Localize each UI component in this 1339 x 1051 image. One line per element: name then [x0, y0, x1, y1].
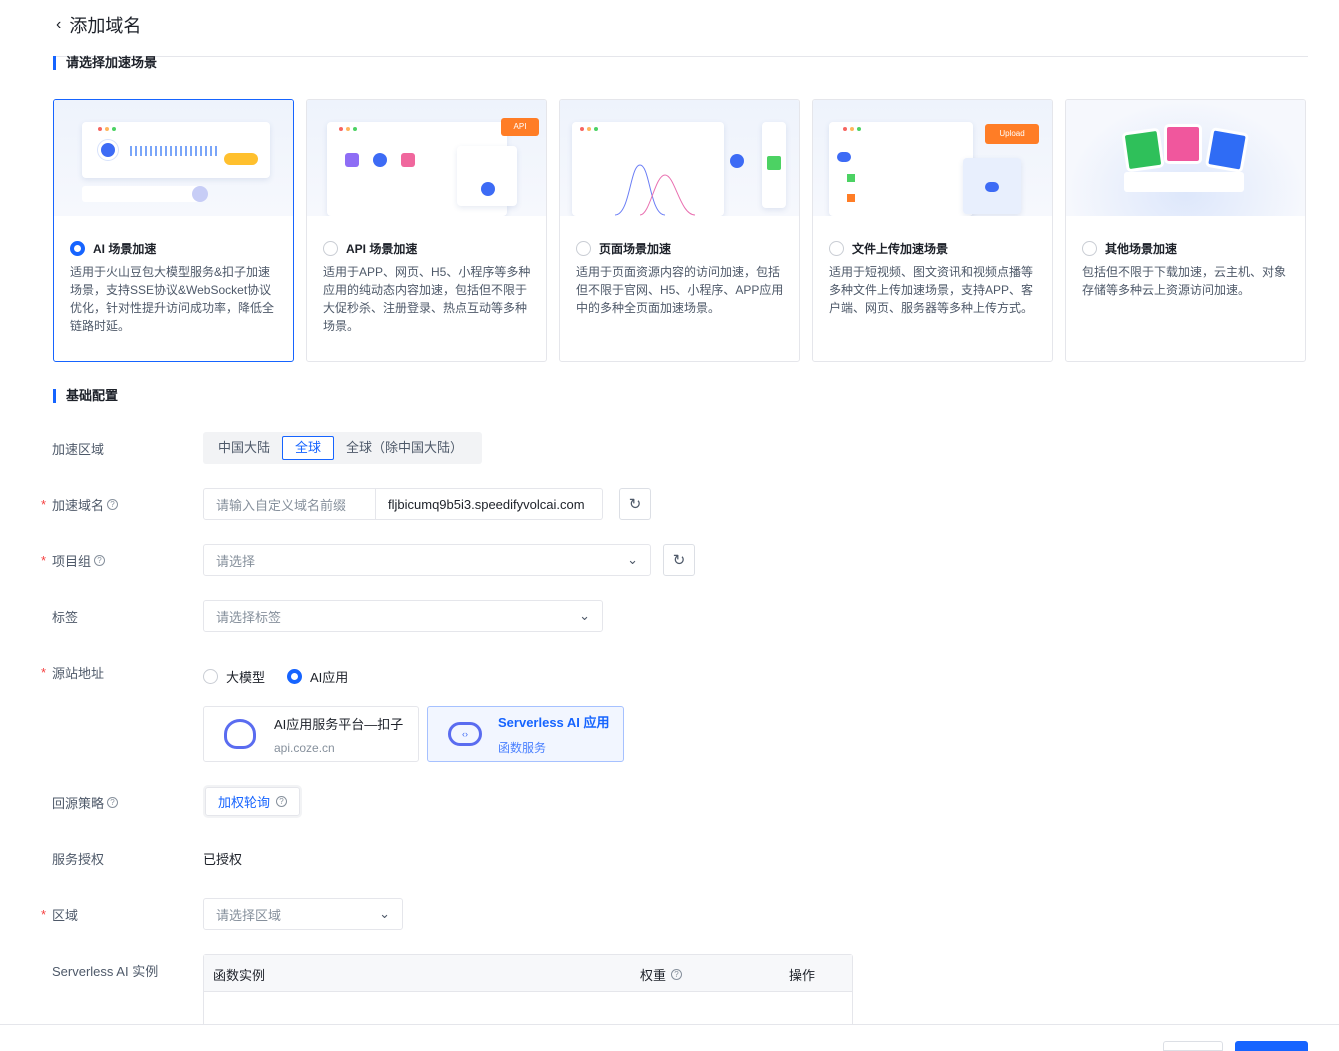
source-card-coze[interactable]: AI应用服务平台—扣子 api.coze.cn: [203, 706, 419, 762]
divider: [53, 56, 1308, 57]
source-sub: 函数服务: [498, 741, 547, 755]
column-header: 函数实例: [213, 968, 266, 983]
chevron-left-icon[interactable]: ‹: [56, 16, 62, 33]
page-header: ‹ 添加域名: [56, 12, 141, 38]
help-icon[interactable]: ?: [107, 797, 119, 808]
ai-scene-illustration: [54, 100, 293, 216]
radio[interactable]: [323, 241, 338, 256]
scene-title: AI 场景加速: [93, 242, 157, 256]
radio[interactable]: [1082, 241, 1097, 256]
origin-radio-ai-app[interactable]: [287, 669, 303, 684]
origin-radio-llm[interactable]: [203, 669, 218, 684]
instances-table: 函数实例 权重? 操作: [203, 954, 853, 1034]
scene-desc: 包括但不限于下载加速，云主机、对象存储等多种云上资源访问加速。: [1082, 265, 1287, 297]
cloud-code-icon: ‹›: [448, 722, 482, 746]
source-sub: api.coze.cn: [274, 740, 335, 755]
section-title-scene: 请选择加速场景: [53, 56, 157, 70]
scene-card-api[interactable]: API API 场景加速 适用于APP、网页、H5、小程序等多种应用的纯动态内容…: [306, 99, 547, 362]
radio[interactable]: [576, 241, 591, 256]
other-scene-illustration: [1066, 100, 1305, 216]
scene-desc: 适用于火山豆包大模型服务&扣子加速场景，支持SSE协议&WebSocket协议优…: [70, 265, 275, 333]
origin-option-label: 大模型: [226, 670, 266, 685]
help-icon[interactable]: ?: [671, 969, 683, 980]
refresh-icon[interactable]: ↻: [663, 544, 695, 576]
chevron-down-icon: ⌄: [379, 906, 390, 921]
scene-title: 其他场景加速: [1105, 242, 1178, 256]
refresh-icon[interactable]: ↻: [619, 488, 651, 520]
column-header: 操作: [789, 968, 816, 983]
zone-placeholder: 请选择区域: [216, 907, 282, 923]
scene-desc: 适用于短视频、图文资讯和视频点播等多种文件上传加速场景，支持APP、客户端、网页…: [829, 265, 1034, 315]
column-header: 权重: [640, 968, 667, 983]
policy-value: 加权轮询: [218, 795, 271, 810]
instances-label: Serverless AI 实例: [52, 964, 159, 979]
source-title: Serverless AI 应用: [498, 715, 610, 730]
scene-card-page[interactable]: 页面场景加速 适用于页面资源内容的访问加速，包括但不限于官网、H5、小程序、AP…: [559, 99, 800, 362]
upload-scene-illustration: Upload: [813, 100, 1052, 216]
tags-select[interactable]: 请选择标签 ⌄: [203, 600, 603, 632]
scene-desc: 适用于页面资源内容的访问加速，包括但不限于官网、H5、小程序、APP应用中的多种…: [576, 265, 784, 315]
project-label: 项目组: [52, 554, 92, 569]
cancel-button[interactable]: [1163, 1041, 1223, 1051]
domain-suffix: fljbicumq9b5i3.speedifyvolcai.com: [376, 488, 603, 520]
scene-card-ai[interactable]: AI 场景加速 适用于火山豆包大模型服务&扣子加速场景，支持SSE协议&WebS…: [53, 99, 294, 362]
origin-option-label: AI应用: [310, 670, 349, 685]
page-scene-illustration: [560, 100, 799, 216]
source-card-serverless[interactable]: ‹› Serverless AI 应用 函数服务: [427, 706, 624, 762]
tags-placeholder: 请选择标签: [216, 609, 282, 625]
chevron-down-icon: ⌄: [627, 552, 638, 567]
coze-ghost-icon: [224, 719, 256, 749]
auth-status: 已授权: [203, 852, 243, 867]
scene-title: API 场景加速: [346, 242, 418, 256]
origin-label: 源站地址: [52, 666, 105, 681]
region-label: 加速区域: [52, 442, 105, 457]
tags-label: 标签: [52, 610, 79, 625]
source-title: AI应用服务平台—扣子: [274, 716, 404, 732]
upload-badge: Upload: [985, 124, 1039, 144]
region-segmented[interactable]: 中国大陆 全球 全球（除中国大陆）: [203, 432, 482, 464]
auth-label: 服务授权: [52, 852, 105, 867]
scene-title: 文件上传加速场景: [852, 242, 949, 256]
zone-label: 区域: [52, 908, 79, 923]
region-option-global[interactable]: 全球: [282, 436, 335, 460]
region-option-china[interactable]: 中国大陆: [218, 440, 271, 455]
zone-select[interactable]: 请选择区域 ⌄: [203, 898, 403, 930]
page-title: 添加域名: [69, 16, 142, 36]
policy-label: 回源策略: [52, 796, 105, 811]
domain-prefix-input[interactable]: 请输入自定义域名前缀: [203, 488, 376, 520]
scene-title: 页面场景加速: [599, 242, 672, 256]
scene-desc: 适用于APP、网页、H5、小程序等多种应用的纯动态内容加速，包括但不限于大促秒杀…: [323, 265, 531, 333]
project-select[interactable]: 请选择 ⌄: [203, 544, 651, 576]
domain-label: 加速域名: [52, 498, 105, 513]
radio[interactable]: [829, 241, 844, 256]
api-scene-illustration: API: [307, 100, 546, 216]
help-icon[interactable]: ?: [107, 499, 119, 510]
region-option-global-ex-china[interactable]: 全球（除中国大陆）: [346, 440, 464, 455]
scene-card-other[interactable]: 其他场景加速 包括但不限于下载加速，云主机、对象存储等多种云上资源访问加速。: [1065, 99, 1306, 362]
chevron-down-icon: ⌄: [579, 608, 590, 623]
help-icon[interactable]: ?: [94, 555, 106, 566]
project-placeholder: 请选择: [216, 553, 256, 569]
submit-button[interactable]: [1235, 1041, 1308, 1051]
scene-card-upload[interactable]: Upload 文件上传加速场景 适用于短视频、图文资讯和视频点播等多种文件上传加…: [812, 99, 1053, 362]
table-header: 函数实例 权重? 操作: [204, 955, 852, 992]
section-title-basic: 基础配置: [53, 389, 118, 403]
policy-button[interactable]: 加权轮询?: [205, 787, 300, 816]
radio-selected[interactable]: [70, 241, 85, 256]
api-badge: API: [501, 118, 539, 136]
footer-bar: [0, 1024, 1339, 1051]
help-icon: ?: [276, 796, 288, 807]
